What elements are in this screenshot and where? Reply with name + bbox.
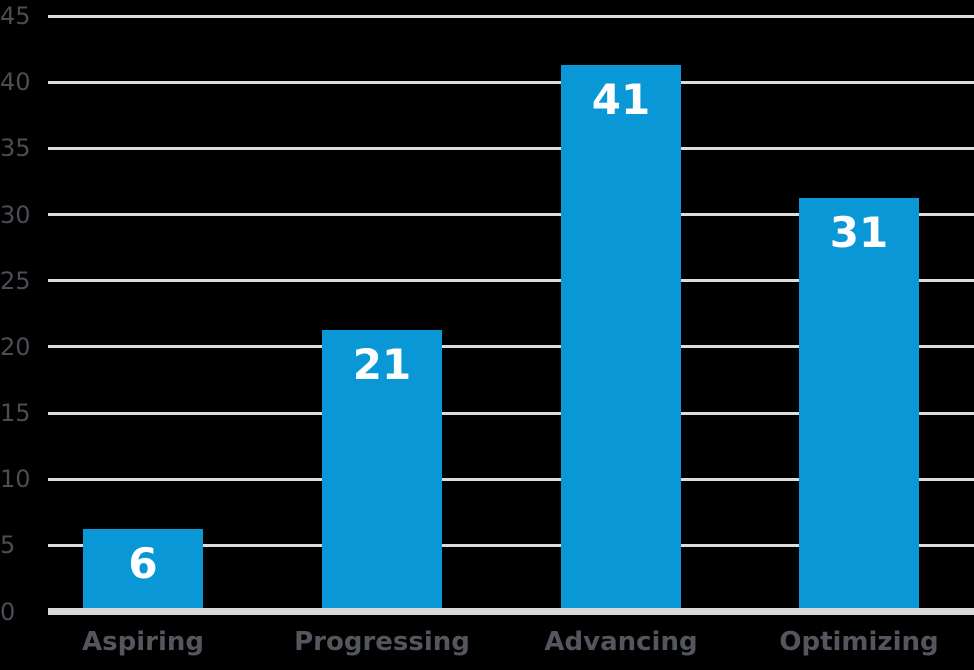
y-axis-tick-label: 20 xyxy=(0,332,31,361)
x-axis-category-label: Progressing xyxy=(294,627,470,657)
gridline xyxy=(48,213,974,216)
y-axis-tick-label: 40 xyxy=(0,68,31,97)
bar xyxy=(561,65,681,608)
gridline xyxy=(48,411,974,415)
bar-value-label: 31 xyxy=(829,207,889,257)
y-axis-tick-label: 0 xyxy=(0,597,16,626)
y-axis-tick-label: 25 xyxy=(0,266,31,295)
y-axis-tick-label: 15 xyxy=(0,399,31,427)
bar xyxy=(799,197,919,608)
x-axis-baseline xyxy=(48,608,974,615)
gridline xyxy=(48,80,974,84)
gridline xyxy=(48,14,974,18)
bar xyxy=(83,528,203,608)
gridline xyxy=(48,477,974,481)
x-axis-category-label: Aspiring xyxy=(82,627,204,657)
bar-value-label: 21 xyxy=(352,340,412,390)
gridline xyxy=(48,543,974,547)
bar-value-label: 6 xyxy=(128,538,158,588)
gridline xyxy=(48,345,974,349)
x-axis-category-label: Advancing xyxy=(544,627,698,657)
y-axis-tick-label: 10 xyxy=(0,465,31,494)
bar-value-label: 41 xyxy=(591,75,651,125)
x-axis-category-label: Optimizing xyxy=(779,627,939,657)
y-axis-tick-label: 30 xyxy=(0,200,31,229)
bar xyxy=(322,330,442,608)
gridline xyxy=(48,279,974,283)
y-axis-tick-label: 5 xyxy=(0,531,16,560)
y-axis-tick-label: 45 xyxy=(0,2,31,30)
y-axis-tick-label: 35 xyxy=(0,134,31,163)
gridline xyxy=(48,146,974,150)
